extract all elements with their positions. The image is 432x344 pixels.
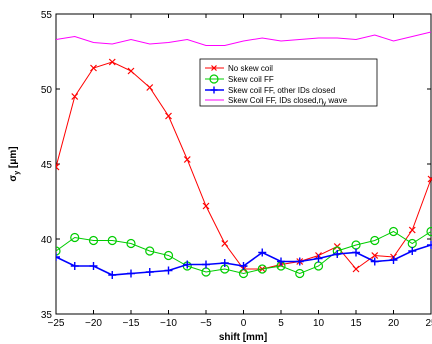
data-point <box>145 268 154 276</box>
data-point <box>257 264 267 274</box>
data-point <box>90 64 97 72</box>
data-point <box>56 163 60 171</box>
x-tick-label: −15 <box>123 318 140 329</box>
legend-item-skew-coil-ff-ids-closed-eta-wave: Skew Coil FF, IDs closed,ηy wave <box>205 96 348 107</box>
data-point <box>258 248 267 257</box>
y-tick-label: 50 <box>41 85 53 96</box>
data-point <box>370 257 379 266</box>
x-tick-label: 15 <box>350 318 362 329</box>
data-point <box>277 257 285 266</box>
data-point <box>221 240 229 247</box>
data-point <box>427 175 432 183</box>
x-tick-label: 10 <box>313 318 325 329</box>
x-tick-label: 0 <box>241 318 247 329</box>
data-point <box>56 246 61 256</box>
data-point <box>107 235 117 246</box>
data-point <box>164 266 173 275</box>
data-point <box>389 256 398 264</box>
data-point <box>163 250 174 261</box>
data-point <box>388 226 399 237</box>
series-3 <box>56 31 432 46</box>
legend-marker-circle <box>209 74 219 84</box>
legend-marker-plus <box>210 86 218 94</box>
data-point <box>89 262 98 270</box>
data-point <box>70 232 80 243</box>
x-axis-label: shift [mm] <box>219 332 267 343</box>
legend-label: Skew Coil FF, IDs closed,ηy wave <box>228 96 348 107</box>
axis-ticks: −25 −20 −15 −10 −5 0 5 10 15 20 25 35 40 45 50 55 <box>41 10 432 329</box>
x-tick-label: 25 <box>425 318 432 329</box>
y-tick-label: 45 <box>41 160 53 171</box>
legend-item-skew-coil-ff: Skew coil FF <box>205 74 274 84</box>
x-tick-label: −25 <box>48 318 65 329</box>
data-point <box>145 246 155 256</box>
legend-item-skew-coil-ff-other-ids-closed: Skew coil FF, other IDs closed <box>205 86 335 95</box>
series-1 <box>56 226 432 279</box>
legend: No skew coil Skew coil FF Skew coil FF, … <box>199 58 378 107</box>
y-tick-label: 55 <box>41 10 53 21</box>
data-point <box>202 260 210 269</box>
x-tick-label: −20 <box>85 318 102 329</box>
data-point <box>56 253 60 261</box>
data-point <box>408 247 417 255</box>
data-point <box>127 67 135 75</box>
series-2 <box>56 241 432 279</box>
legend-marker-x <box>211 65 217 71</box>
data-point <box>371 252 379 259</box>
y-axis-label: σy [μm] <box>8 146 21 181</box>
x-tick-label: −10 <box>160 318 177 329</box>
legend-label: Skew coil FF, other IDs closed <box>228 86 335 95</box>
data-point <box>333 250 342 258</box>
data-point <box>295 268 305 279</box>
data-point <box>370 235 380 246</box>
data-point <box>202 202 210 210</box>
data-point <box>295 257 304 266</box>
data-point <box>239 262 248 270</box>
legend-label: No skew coil <box>228 64 273 73</box>
data-point <box>352 248 360 257</box>
data-point <box>146 84 154 91</box>
legend-item-no-skew-coil: No skew coil <box>205 64 273 73</box>
data-point <box>183 156 191 163</box>
data-point <box>220 259 229 267</box>
data-point <box>71 93 79 100</box>
series-group <box>56 31 432 279</box>
x-tick-label: −5 <box>200 318 212 329</box>
series-line <box>56 31 432 46</box>
data-point <box>314 254 323 263</box>
legend-box <box>199 58 378 107</box>
data-point <box>108 271 117 279</box>
series-line <box>56 230 432 275</box>
data-point <box>408 226 416 234</box>
data-point <box>427 241 432 249</box>
legend-label: Skew coil FF <box>228 75 274 84</box>
x-tick-label: 20 <box>388 318 400 329</box>
data-point <box>70 262 79 270</box>
data-point <box>88 235 99 246</box>
data-point <box>127 269 135 278</box>
data-point <box>183 260 192 269</box>
data-point <box>352 265 360 273</box>
data-point <box>165 112 172 120</box>
y-tick-label: 35 <box>41 310 53 321</box>
data-point <box>126 238 136 249</box>
data-point <box>108 58 116 66</box>
y-tick-label: 40 <box>41 235 53 246</box>
data-point <box>426 226 432 237</box>
x-tick-label: 5 <box>278 318 284 329</box>
